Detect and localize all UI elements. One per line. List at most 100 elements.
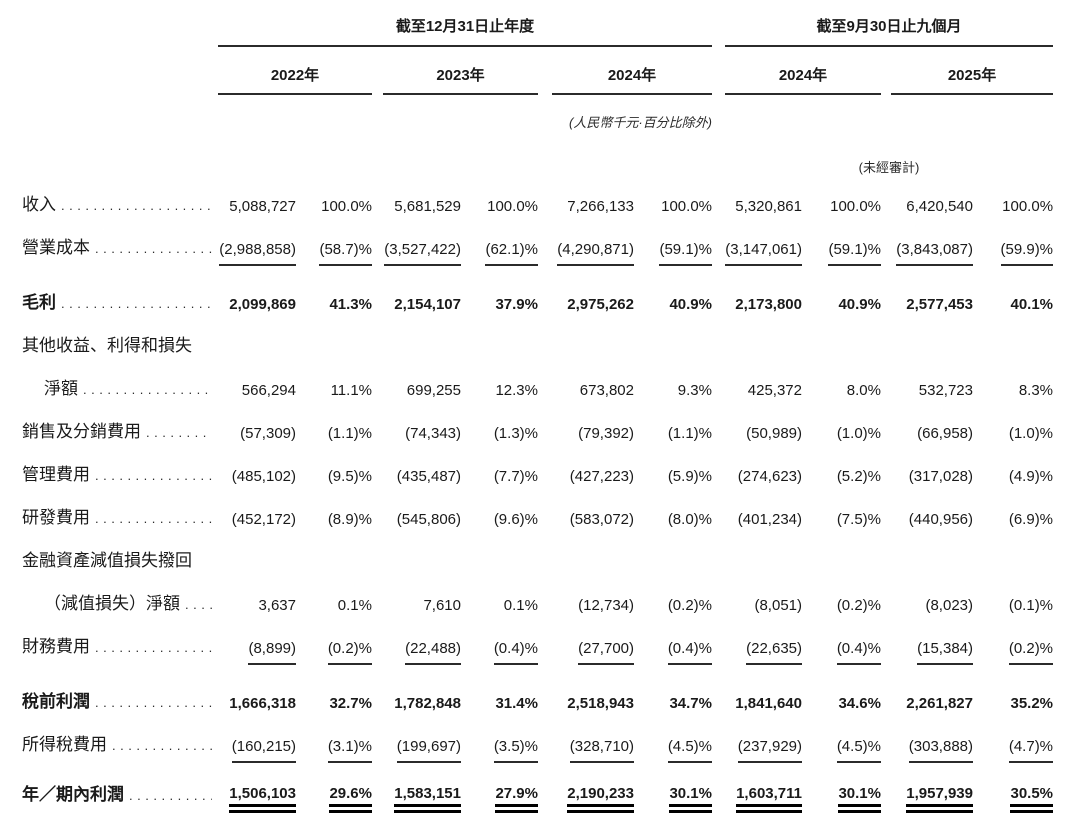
value-cell: (160,215) (218, 720, 296, 763)
dot-leader (95, 695, 212, 718)
column-spacer (372, 407, 383, 450)
dot-leader (95, 640, 212, 663)
dot-leader (112, 738, 212, 761)
empty-cell (725, 94, 1053, 132)
row-label: 稅前利潤 (22, 692, 90, 712)
interim-period-title: 截至9月30日止九個月 (816, 18, 962, 35)
column-spacer (881, 665, 891, 720)
value-cell: (583,072) (569, 511, 634, 528)
column-spacer (538, 493, 552, 536)
empty-cell (218, 132, 712, 179)
percent-cell: 8.3% (1018, 382, 1054, 399)
column-spacer (372, 266, 383, 321)
row-impairment-reversal-section: 金融資產減值損失撥回 (0, 536, 1053, 579)
column-spacer (372, 579, 383, 622)
column-spacer (712, 763, 725, 813)
row-label-cell: 稅前利潤 (0, 665, 218, 720)
row-label-cell: （減值損失）淨額 (0, 579, 218, 622)
column-spacer (881, 364, 891, 407)
dot-leader (83, 382, 212, 405)
value-cell: (3,843,087) (891, 223, 973, 266)
value-cell: 3,637 (258, 597, 296, 614)
unit-note-row: (人民幣千元·百分比除外) (0, 94, 1053, 132)
value-cell: 1,583,151 (383, 763, 461, 813)
column-spacer (538, 720, 552, 763)
percent-cell: (9.6)% (493, 511, 538, 528)
stub-cell (0, 46, 218, 94)
section-label: 其他收益、利得和損失 (22, 336, 192, 356)
percent-cell: (0.4)% (802, 622, 881, 665)
interim-period-header: 截至9月30日止九個月 (725, 0, 1054, 47)
dot-leader (95, 468, 212, 491)
unit-note: (人民幣千元·百分比除外) (569, 115, 712, 130)
column-spacer (881, 763, 891, 813)
percent-cell: 100.0% (1002, 198, 1054, 215)
percent-cell: (0.2)% (973, 622, 1054, 665)
stub-cell (0, 0, 218, 46)
column-spacer (372, 622, 383, 665)
percent-cell: 11.1% (330, 382, 372, 399)
row-admin-expenses: 管理費用 (485,102) (9.5)% (435,487) (7.7)% (… (0, 450, 1053, 493)
column-spacer (538, 179, 552, 223)
value-cell: (427,223) (569, 468, 634, 485)
value-cell: (15,384) (891, 622, 973, 665)
stub-cell (0, 132, 218, 179)
value-cell: 7,266,133 (567, 198, 634, 215)
percent-cell: 9.3% (677, 382, 712, 399)
row-label-cell: 財務費用 (0, 622, 218, 665)
column-spacer (712, 179, 725, 223)
column-spacer (881, 223, 891, 266)
row-gross-profit: 毛利 2,099,869 41.3% 2,154,107 37.9% 2,975… (0, 266, 1053, 321)
value-cell: 1,841,640 (735, 695, 802, 712)
value-cell: (435,487) (396, 468, 461, 485)
value-cell: (274,623) (737, 468, 802, 485)
value-cell: 2,261,827 (906, 695, 973, 712)
value-cell: 2,173,800 (735, 296, 802, 313)
row-other-income-gains-losses-section: 其他收益、利得和損失 (0, 321, 1053, 364)
percent-cell: 40.9% (838, 296, 881, 313)
percent-cell: (0.4)% (634, 622, 712, 665)
percent-cell: (58.7)% (296, 223, 372, 266)
row-label-cell: 銷售及分銷費用 (0, 407, 218, 450)
unaudited-note-row: (未經審計) (0, 132, 1053, 179)
row-profit-before-tax: 稅前利潤 1,666,318 32.7% 1,782,848 31.4% 2,5… (0, 665, 1053, 720)
percent-cell: (59.1)% (802, 223, 881, 266)
row-profit-for-the-period: 年／期內利潤 1,506,103 29.6% 1,583,151 27.9% 2… (0, 763, 1054, 813)
percent-cell: (5.9)% (667, 468, 712, 485)
row-label: 營業成本 (22, 238, 90, 258)
row-label: 收入 (22, 195, 56, 215)
column-spacer (372, 720, 383, 763)
percent-cell: (7.7)% (493, 468, 538, 485)
percent-cell: 100.0% (661, 198, 712, 215)
row-impairment-loss-net: （減值損失）淨額 3,637 0.1% 7,610 0.1% (12,734) … (0, 579, 1053, 622)
annual-period-title: 截至12月31日止年度 (395, 18, 535, 35)
value-cell: (303,888) (891, 720, 973, 763)
percent-cell: 41.3% (329, 296, 372, 313)
percent-cell: (62.1)% (461, 223, 538, 266)
column-spacer (372, 179, 383, 223)
year-header-row: 2022年 2023年 2024年 2024年 2025年 (0, 46, 1054, 95)
value-cell: (66,958) (917, 425, 973, 442)
column-spacer (712, 364, 725, 407)
value-cell: (2,988,858) (218, 223, 296, 266)
column-spacer (538, 46, 552, 94)
year-header-9m-2025: 2025年 (891, 46, 1054, 95)
value-cell: (8,051) (754, 597, 802, 614)
percent-cell: (59.1)% (634, 223, 712, 266)
dot-leader (129, 788, 212, 811)
row-label: 毛利 (22, 293, 56, 313)
row-label-cell: 管理費用 (0, 450, 218, 493)
value-cell: (3,147,061) (725, 223, 802, 266)
percent-cell: (1.0)% (836, 425, 881, 442)
unaudited-note: (未經審計) (858, 160, 920, 175)
value-cell: (237,929) (725, 720, 802, 763)
column-spacer (881, 622, 891, 665)
percent-cell: (8.0)% (667, 511, 712, 528)
value-cell: 2,190,233 (552, 763, 634, 813)
percent-cell: (4.5)% (634, 720, 712, 763)
value-cell: 1,957,939 (891, 763, 973, 813)
percent-cell: (5.2)% (836, 468, 881, 485)
row-label-cell: 所得稅費用 (0, 720, 218, 763)
column-spacer (712, 0, 725, 46)
